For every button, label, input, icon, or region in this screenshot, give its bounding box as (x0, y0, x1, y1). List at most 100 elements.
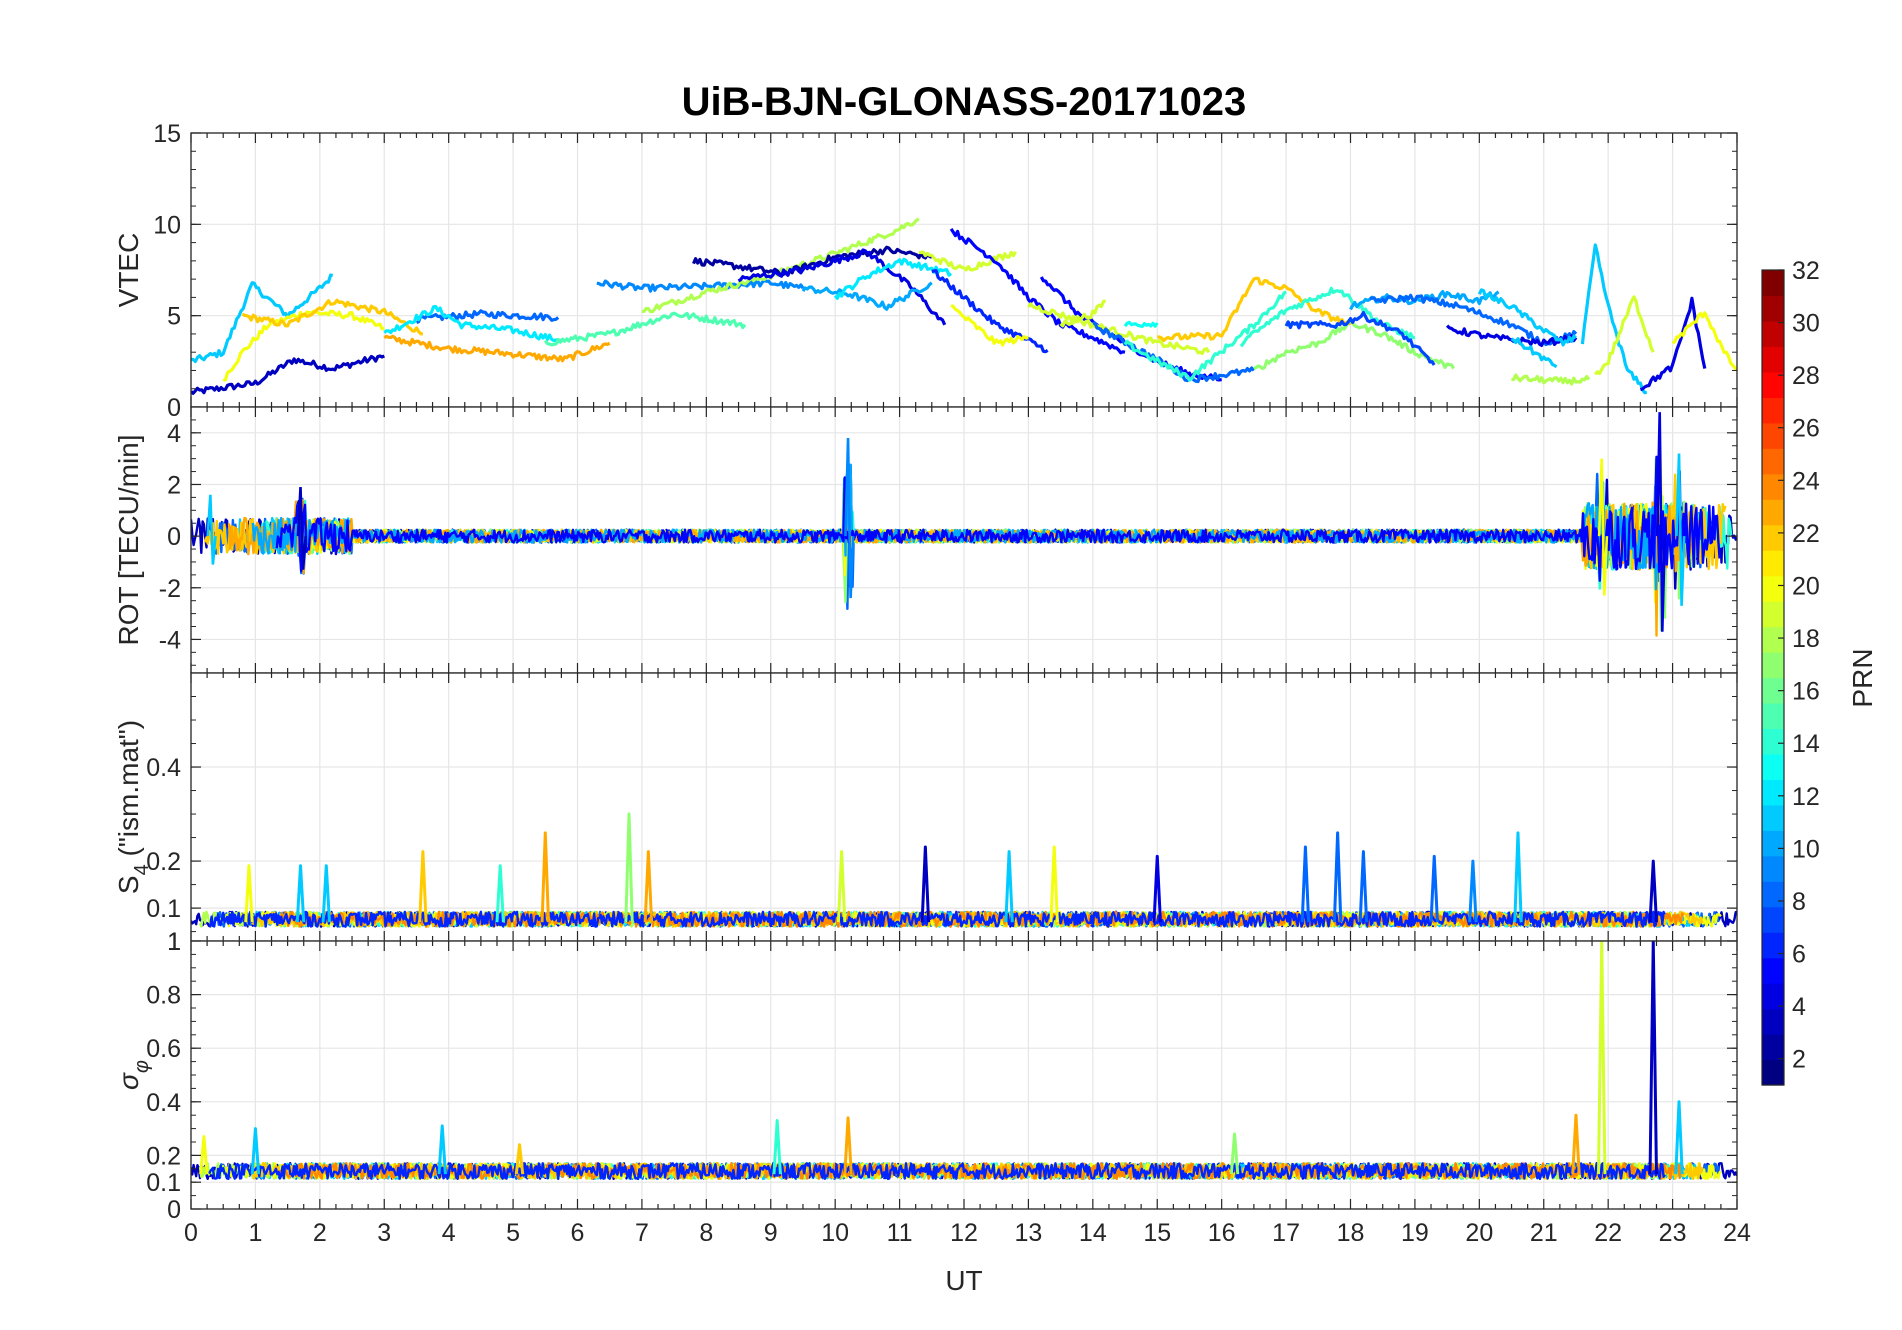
vtec-series-prn-15 (543, 311, 747, 347)
colorbar-swatch (1762, 881, 1784, 908)
colorbar-swatch (1762, 422, 1784, 449)
colorbar-tick-label: 26 (1792, 415, 1820, 443)
x-tick-label: 0 (184, 1219, 198, 1247)
colorbar-swatch (1762, 270, 1784, 297)
peak (1332, 831, 1343, 923)
series-group (191, 412, 1737, 637)
x-tick-label: 3 (377, 1219, 391, 1247)
y-axis-label: S4 ("ism.mat") (113, 720, 153, 894)
ticks: -4 -2 0 2 4 (159, 406, 1738, 673)
colorbar-swatch (1762, 702, 1784, 730)
ticks: 0.1 0.2 0.4 (146, 672, 1738, 941)
x-tick-label: 2 (313, 1219, 327, 1247)
peak (437, 1124, 447, 1175)
y-axis-label: ROT [TECU/min] (113, 434, 144, 645)
y-axis-label-subscript: φ (131, 1060, 153, 1073)
x-tick-label: 9 (764, 1219, 778, 1247)
x-tick-label: 22 (1594, 1219, 1622, 1247)
x-tick-label: 13 (1015, 1219, 1043, 1247)
y-axis-label: σφ (113, 1060, 153, 1090)
colorbar-tick-label: 6 (1792, 941, 1806, 969)
y-tick-label: 1 (167, 928, 181, 956)
colorbar-swatch (1762, 371, 1784, 398)
peak (1513, 831, 1523, 923)
peak (514, 1143, 525, 1175)
vtec-series-prn-11 (1477, 288, 1577, 347)
colorbar-swatch (1762, 524, 1784, 551)
x-tick-label: 19 (1401, 1219, 1429, 1247)
y-tick-label: 4 (167, 420, 181, 448)
vtec-series-prn-17 (1253, 318, 1455, 371)
rot-spike (1675, 453, 1686, 606)
rot-spike (296, 486, 307, 570)
vtec-series-prn-19 (918, 250, 1017, 272)
peak (772, 1119, 782, 1175)
x-tick-label: 11 (887, 1219, 913, 1247)
vtec-series-prn-8 (415, 309, 560, 324)
rot-spike (844, 437, 855, 599)
colorbar-swatch (1762, 855, 1784, 882)
y-axis-label-main: S (113, 875, 144, 894)
chart-title: UiB-BJN-GLONASS-20171023 (682, 80, 1247, 124)
colorbar-label: PRN (1847, 648, 1878, 707)
colorbar-swatch (1762, 804, 1784, 831)
y-axis-label: VTEC (113, 233, 144, 308)
colorbar-tick-label: 2 (1792, 1046, 1806, 1074)
vtec-series-prn-13 (1123, 320, 1159, 329)
y-tick-label: 0.1 (146, 895, 181, 923)
colorbar-swatch (1762, 295, 1784, 322)
vtec-series-prn-7 (1284, 310, 1436, 366)
vtec-series-prn-22 (241, 298, 423, 336)
vtec-series-prn-12 (383, 305, 566, 344)
colorbar-swatch (1762, 550, 1784, 577)
peak (1429, 854, 1439, 923)
vtec-series-prn-22 (1157, 276, 1352, 343)
vtec-series-prn-4 (737, 248, 947, 326)
colorbar-swatch (1762, 473, 1784, 500)
colorbar-tick-label: 28 (1792, 362, 1820, 390)
colorbar-swatch (1762, 1008, 1784, 1035)
y-tick-label: 0.6 (146, 1035, 181, 1063)
colorbar-box (1761, 269, 1785, 1086)
colorbar-swatch (1762, 448, 1784, 475)
y-axis-label-tail: ("ism.mat") (113, 720, 144, 864)
vtec-series-prn-14 (1123, 290, 1287, 382)
x-tick-label: 6 (571, 1219, 585, 1247)
colorbar-swatch (1762, 830, 1784, 857)
peak (199, 1135, 209, 1175)
x-tick-label: 24 (1723, 1219, 1751, 1247)
colorbar-swatch (1762, 499, 1784, 526)
x-tick-label: 21 (1530, 1219, 1558, 1247)
colorbar-tick-label: 30 (1792, 310, 1820, 338)
y-axis-label-subscript: 4 (131, 864, 153, 875)
vtec-series-prn-19 (1594, 295, 1655, 376)
vtec-series-prn-18 (1511, 373, 1591, 386)
vtec-series-prn-11 (191, 273, 333, 364)
vtec-series-prn-11 (1580, 243, 1647, 395)
y-tick-label: -4 (159, 626, 181, 654)
peak (244, 864, 254, 923)
y-tick-label: 0 (167, 1196, 181, 1224)
panel-S4: 0.10.20.4S4 ("ism.mat") (113, 672, 1738, 942)
peak (643, 850, 654, 923)
vtec-series-prn-10 (801, 281, 933, 311)
y-tick-label: 1 (167, 928, 181, 956)
y-tick-label: 0.2 (146, 1142, 181, 1170)
peak (920, 845, 931, 923)
x-tick-label: 16 (1208, 1219, 1236, 1247)
colorbar-tick-label: 24 (1792, 467, 1820, 495)
peak (250, 1127, 261, 1175)
colorbar-swatch (1762, 728, 1784, 755)
colorbar-tick-label: 14 (1792, 730, 1820, 758)
vtec-series-prn-23 (383, 334, 611, 363)
colorbar-swatch (1762, 1059, 1784, 1086)
colorbar-swatch (1762, 652, 1784, 679)
series-group (191, 217, 1737, 395)
x-tick-label: 14 (1079, 1219, 1107, 1247)
peak (1468, 859, 1478, 923)
colorbar-swatch (1762, 575, 1784, 602)
series-group (191, 812, 1737, 928)
